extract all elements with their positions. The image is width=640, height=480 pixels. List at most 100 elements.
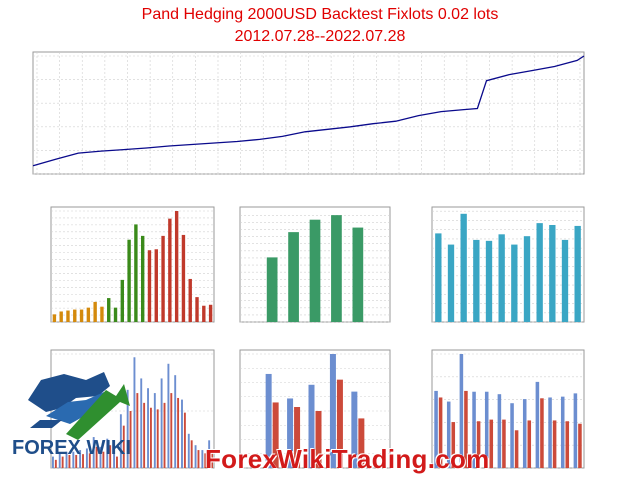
pl_months-profit-bar: [510, 403, 514, 468]
pl_months-loss-bar: [514, 430, 519, 468]
months-bar: [574, 225, 581, 322]
months-bar: [473, 239, 480, 322]
pl_hours-profit-bar: [99, 446, 102, 468]
bull-bear-logo-icon: FOREX WIKI: [12, 372, 131, 459]
hours-bar: [147, 250, 152, 322]
pl_months-profit-bar: [434, 390, 438, 468]
pl_hours-loss-bar: [109, 445, 112, 468]
pl_hours-profit-bar: [58, 453, 61, 468]
hours-bar: [59, 311, 63, 322]
pl_months-profit-bar: [522, 399, 527, 468]
pl_hours-profit-bar: [153, 393, 156, 468]
pl_hours-loss-bar: [149, 407, 152, 468]
pl_hours-profit-bar: [92, 437, 95, 468]
pl_hours-profit-bar: [208, 440, 211, 468]
hours-bar: [195, 297, 199, 322]
logo-brand-text: FOREX WIKI: [12, 437, 131, 459]
months-bar: [498, 234, 505, 322]
pl_hours-loss-bar: [61, 456, 64, 468]
pl_hours-profit-bar: [160, 378, 163, 468]
months-bar: [561, 239, 569, 322]
pl_hours-profit-bar: [119, 414, 122, 468]
months-bar: [523, 236, 531, 322]
pl_hours-loss-bar: [163, 402, 166, 468]
pl_hours-loss-bar: [197, 450, 200, 468]
pl_months-loss-bar: [527, 420, 532, 468]
pl_hours-profit-bar: [174, 375, 177, 468]
pl_months-loss-bar: [565, 421, 570, 468]
chart-title: Pand Hedging 2000USD Backtest Fixlots 0.…: [141, 6, 499, 23]
pl_months-profit-bar: [573, 393, 578, 468]
hours-bar: [181, 234, 186, 322]
pl_hours-loss-bar: [177, 397, 180, 468]
pl_hours-profit-bar: [147, 388, 149, 468]
pl_hours-loss-bar: [143, 402, 146, 468]
weekdays-bar: [331, 215, 342, 322]
hours-bar: [174, 211, 179, 322]
pl_weekdays-loss-bar: [315, 411, 322, 468]
months-bar: [485, 240, 493, 322]
months-bar: [511, 244, 518, 322]
weekdays-bar: [352, 227, 364, 322]
pl_months-profit-bar: [548, 397, 552, 468]
pl_hours-profit-bar: [201, 450, 204, 468]
hours-bar: [79, 309, 84, 322]
pl_hours-loss-bar: [204, 453, 207, 468]
hours-bar: [73, 309, 77, 322]
hours-bar: [202, 305, 206, 322]
hours-bar: [93, 301, 97, 322]
pl_months-loss-bar: [540, 398, 544, 468]
pl_months-loss-bar: [489, 419, 494, 468]
pl_months-profit-bar: [497, 394, 502, 468]
pl_hours-loss-bar: [88, 453, 91, 468]
hours-bar: [120, 279, 125, 322]
pl_hours-profit-bar: [79, 450, 82, 468]
pl_weekdays-loss-bar: [336, 379, 343, 468]
pl_weekdays-loss-bar: [358, 418, 365, 468]
chart-date-range: 2012.07.28--2022.07.28: [234, 28, 406, 45]
hours-bar: [100, 306, 104, 322]
pl_hours-loss-bar: [211, 450, 214, 468]
pl_hours-profit-bar: [85, 448, 88, 468]
pl_hours-profit-bar: [167, 363, 170, 468]
pl_hours-profit-bar: [181, 399, 183, 468]
pl_hours-profit-bar: [194, 445, 197, 468]
hours-bar: [113, 307, 118, 322]
months-bar: [460, 213, 467, 322]
weekdays-bar: [309, 219, 321, 322]
pl_hours-loss-bar: [183, 412, 186, 468]
pl_hours-loss-bar: [102, 451, 105, 468]
pl_months-loss-bar: [552, 420, 557, 468]
hours-bar: [127, 239, 131, 322]
pl_weekdays-loss-bar: [272, 402, 279, 468]
pl_months-profit-bar: [459, 354, 464, 468]
pl_hours-loss-bar: [129, 411, 132, 468]
pl_months-loss-bar: [578, 423, 582, 468]
pl_hours-profit-bar: [51, 456, 54, 468]
months-bar: [447, 244, 455, 322]
hours-bar: [134, 224, 138, 322]
pl_months-profit-bar: [484, 391, 489, 468]
pl_months-profit-bar: [446, 401, 451, 468]
pl_hours-loss-bar: [68, 454, 71, 468]
pl_weekdays-plot-area: [239, 349, 391, 469]
pl_months-loss-bar: [464, 390, 468, 468]
watermark-site: ForexWikiTrading.com: [205, 444, 490, 474]
pl_hours-loss-bar: [190, 440, 193, 468]
balance-line: [32, 55, 585, 167]
pl_hours-loss-bar: [116, 456, 118, 468]
pl_months-loss-bar: [438, 397, 443, 468]
pl_hours-profit-bar: [113, 453, 116, 468]
months-bar: [435, 233, 442, 322]
pl_hours-loss-bar: [82, 454, 84, 468]
pl_hours-profit-bar: [65, 451, 68, 468]
pl_hours-loss-bar: [122, 425, 125, 468]
pl_weekdays-profit-bar: [265, 373, 272, 468]
pl_weekdays-profit-bar: [329, 354, 336, 468]
pl_weekdays-loss-bar: [294, 407, 301, 468]
pl_hours-loss-bar: [54, 459, 57, 468]
weekdays-bar: [288, 232, 299, 322]
pl_hours-loss-bar: [95, 446, 98, 468]
hours-bar: [208, 304, 213, 322]
